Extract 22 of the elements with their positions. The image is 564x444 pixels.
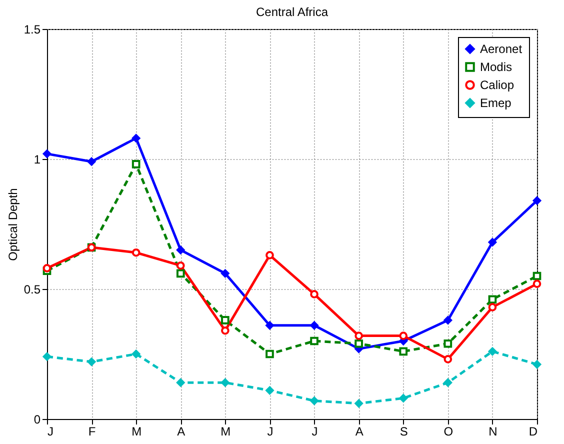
- legend-label: Emep: [480, 96, 512, 110]
- x-tick-label: A: [177, 424, 186, 438]
- x-tick-label: F: [88, 424, 96, 438]
- y-axis-title: Optical Depth: [6, 188, 20, 261]
- x-tick-label: M: [132, 424, 142, 438]
- y-tick-label: 0: [34, 412, 41, 426]
- x-tick-label: J: [267, 424, 274, 438]
- y-tick-label: 1.5: [24, 22, 41, 36]
- chart-title: Central Africa: [256, 5, 328, 19]
- x-tick-label: J: [48, 424, 54, 438]
- legend-label: Aeronet: [480, 42, 523, 56]
- x-tick-label: O: [444, 424, 454, 438]
- x-tick-label: S: [400, 424, 408, 438]
- x-tick-label: N: [488, 424, 498, 438]
- y-tick-label: 1: [34, 152, 41, 166]
- x-tick-label: M: [220, 424, 231, 438]
- x-tick-label: D: [528, 424, 538, 438]
- x-tick-label: A: [355, 424, 364, 438]
- x-tick-label: J: [312, 424, 318, 438]
- legend-label: Modis: [480, 60, 512, 74]
- y-tick-label: 0.5: [24, 282, 41, 296]
- legend-label: Caliop: [480, 78, 514, 92]
